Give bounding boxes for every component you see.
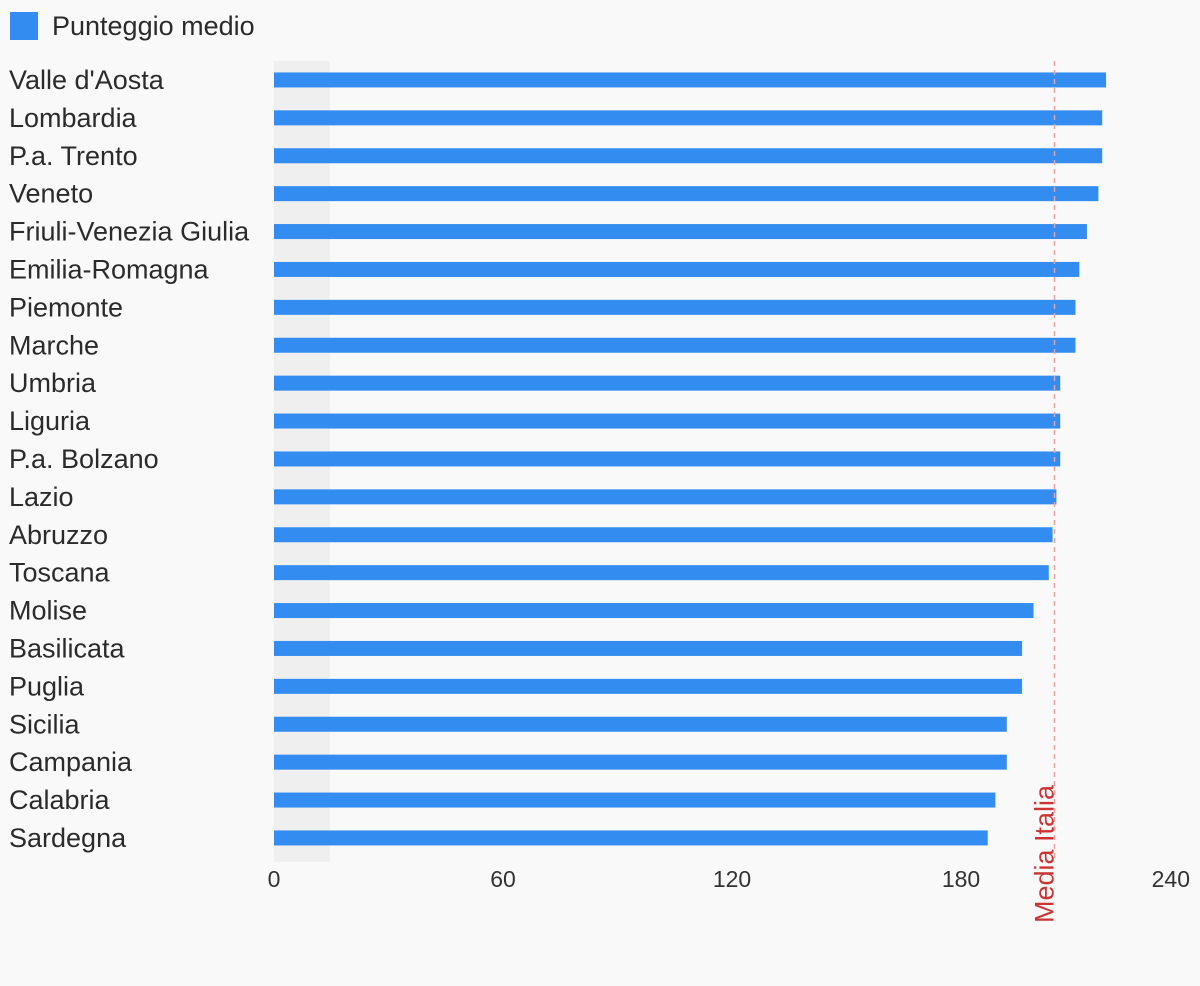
bar	[274, 375, 1061, 391]
bar	[274, 110, 1103, 126]
category-label: P.a. Trento	[9, 141, 138, 171]
x-tick-label: 0	[268, 866, 281, 892]
bar	[274, 148, 1103, 164]
category-label: Marche	[9, 330, 99, 360]
category-label: Emilia-Romagna	[9, 254, 210, 284]
bar	[274, 678, 1023, 694]
category-label: Calabria	[9, 785, 111, 815]
bar	[274, 603, 1034, 619]
category-label: Lombardia	[9, 103, 138, 133]
category-label: Puglia	[9, 671, 85, 701]
category-label: Molise	[9, 596, 87, 626]
category-label: Piemonte	[9, 292, 123, 322]
bar	[274, 261, 1080, 277]
bar	[274, 186, 1099, 202]
x-tick-label: 60	[490, 866, 516, 892]
category-label: Abruzzo	[9, 520, 108, 550]
legend-swatch	[10, 12, 38, 40]
bar	[274, 451, 1061, 467]
bar	[274, 72, 1107, 88]
category-label: Friuli-Venezia Giulia	[9, 217, 250, 247]
reference-label: Media Italia	[1030, 784, 1060, 923]
x-tick-label: 180	[942, 866, 980, 892]
x-tick-label: 240	[1152, 866, 1190, 892]
bar	[274, 640, 1023, 656]
bar	[274, 489, 1057, 505]
x-tick-label: 120	[713, 866, 751, 892]
category-label: Umbria	[9, 368, 97, 398]
category-label: Campania	[9, 747, 133, 777]
bar	[274, 565, 1049, 581]
category-label: Valle d'Aosta	[9, 65, 165, 95]
bar	[274, 792, 996, 808]
bar	[274, 527, 1053, 543]
category-label: Liguria	[9, 406, 91, 436]
category-label: Basilicata	[9, 633, 126, 663]
legend: Punteggio medio	[10, 9, 255, 43]
category-label: P.a. Bolzano	[9, 444, 159, 474]
bar	[274, 716, 1007, 732]
bar	[274, 830, 988, 846]
bar	[274, 224, 1087, 240]
category-label: Sicilia	[9, 709, 81, 739]
category-label: Veneto	[9, 179, 93, 209]
category-label: Toscana	[9, 558, 111, 588]
bar	[274, 413, 1061, 429]
category-label: Lazio	[9, 482, 74, 512]
bar	[274, 754, 1007, 770]
bar	[274, 299, 1076, 315]
bar	[274, 337, 1076, 353]
legend-label: Punteggio medio	[52, 10, 255, 41]
category-label: Sardegna	[9, 823, 127, 853]
